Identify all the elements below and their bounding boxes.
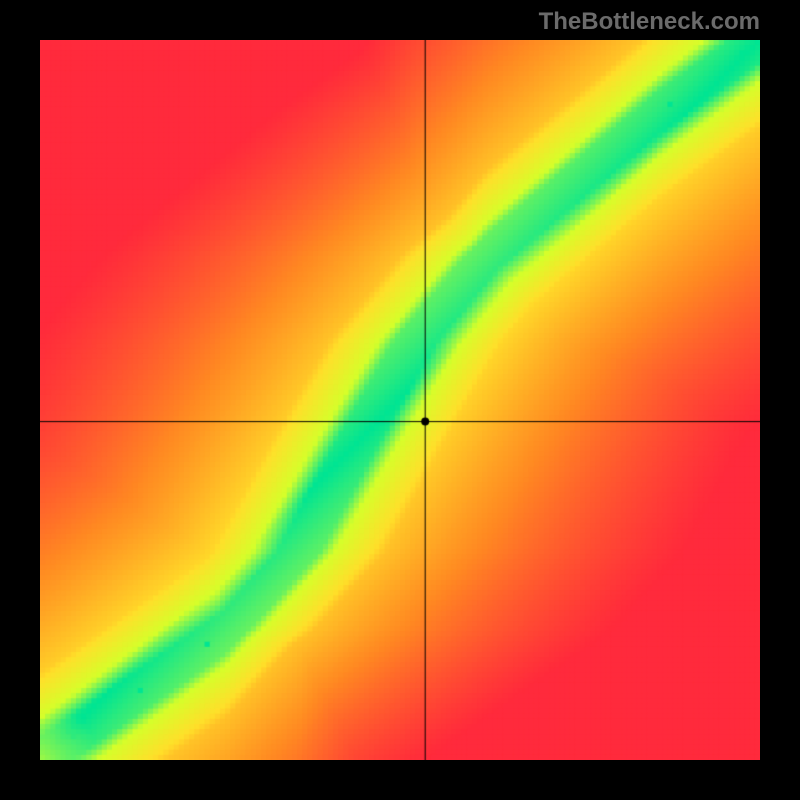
chart-container: TheBottleneck.com xyxy=(0,0,800,800)
bottleneck-heatmap xyxy=(40,40,760,760)
watermark-text: TheBottleneck.com xyxy=(539,8,760,36)
